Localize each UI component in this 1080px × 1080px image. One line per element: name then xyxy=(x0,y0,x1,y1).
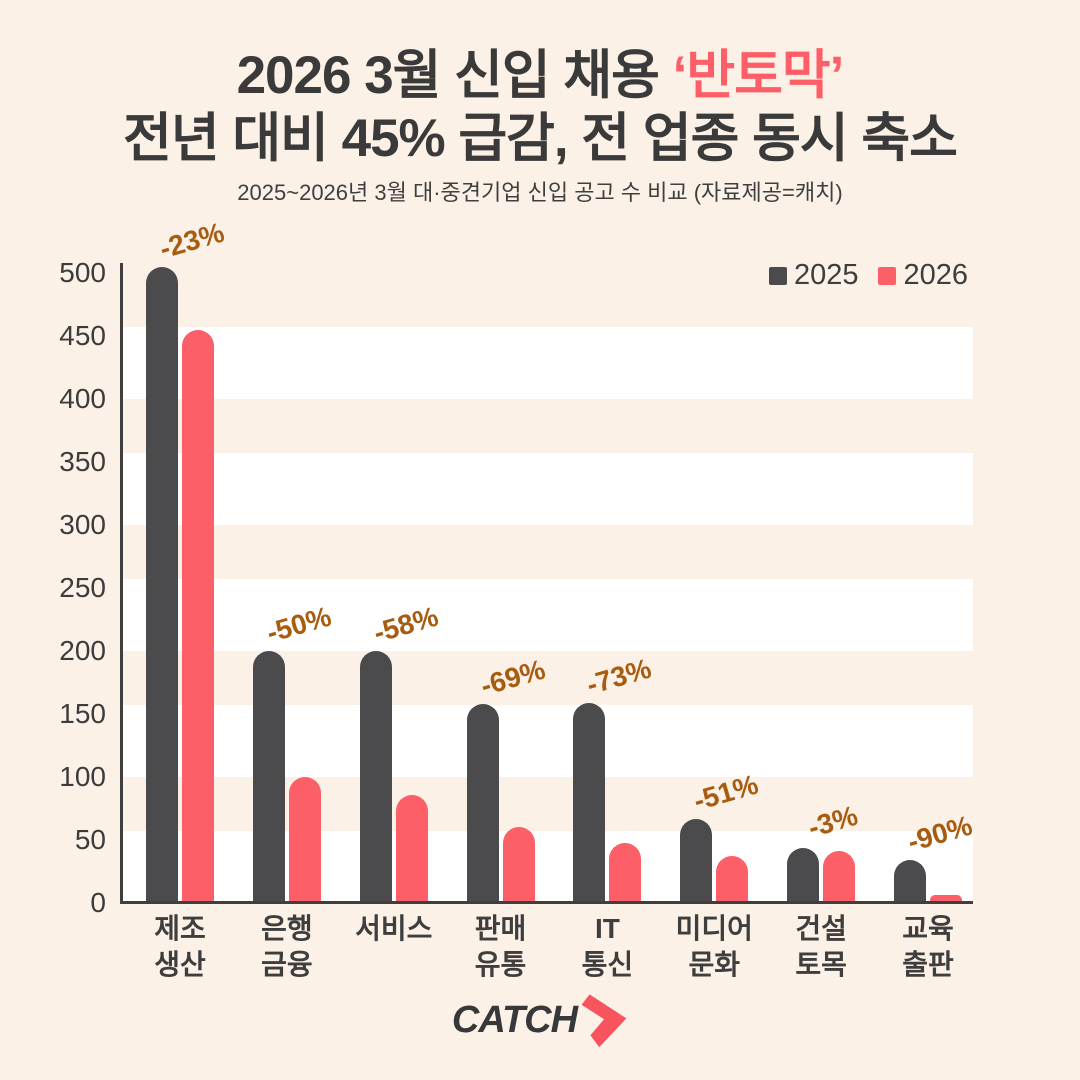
x-axis-label-cat6: 건설 토목 xyxy=(795,913,847,980)
legend-item-2026: 2026 xyxy=(878,259,968,292)
y-tick-50: 50 xyxy=(74,824,106,855)
bar-2026-cat6 xyxy=(823,851,856,903)
y-tick-450: 450 xyxy=(59,320,106,351)
bar-2026-cat0 xyxy=(182,329,214,903)
bar-2026-cat3 xyxy=(502,827,535,903)
background-stripe xyxy=(120,579,973,651)
x-axis-label-cat7: 교육 출판 xyxy=(902,913,954,980)
background-stripe xyxy=(120,453,973,525)
title-line1-prefix: 2026 3월 신입 채용 xyxy=(236,46,673,105)
bar-2025-cat1 xyxy=(252,651,285,903)
legend-swatch-2025-icon xyxy=(768,266,787,285)
bar-2026-cat7 xyxy=(929,895,962,903)
y-tick-400: 400 xyxy=(59,383,106,414)
x-axis-line xyxy=(120,901,973,904)
legend-label-2026: 2026 xyxy=(903,259,968,291)
page-title: 2026 3월 신입 채용 ‘반토막’ 전년 대비 45% 급감, 전 업종 동… xyxy=(0,44,1080,170)
y-tick-300: 300 xyxy=(59,509,106,540)
plot-area: -23% -50% -58% -69% -73% -51% -3% -90% xyxy=(120,216,976,903)
background-stripe xyxy=(120,705,973,777)
x-axis-label-cat5: 미디어 문화 xyxy=(675,913,753,980)
arrow-right-icon xyxy=(581,994,627,1048)
bar-2025-cat6 xyxy=(787,847,820,903)
y-tick-500: 500 xyxy=(59,257,106,288)
x-axis-label-cat1: 은행 금융 xyxy=(261,913,313,980)
bar-2025-cat3 xyxy=(466,703,499,903)
chart-subtitle: 2025~2026년 3월 대·중견기업 신입 공고 수 비교 (자료제공=캐치… xyxy=(237,180,843,205)
change-label-cat0: -23% xyxy=(156,216,228,265)
catch-logo-text: CATCH xyxy=(451,998,578,1041)
arrow-polygon xyxy=(581,994,627,1048)
bar-2025-cat7 xyxy=(893,860,926,903)
x-axis-label-cat0: 제조 생산 xyxy=(154,913,206,980)
y-axis-line xyxy=(120,263,123,903)
bar-2026-cat1 xyxy=(288,777,321,903)
bar-2025-cat2 xyxy=(359,651,392,903)
x-axis-label-cat2: 서비스 xyxy=(355,913,433,944)
bar-2026-cat2 xyxy=(395,794,428,903)
bar-2025-cat4 xyxy=(573,702,606,903)
title-line1: 2026 3월 신입 채용 ‘반토막’ xyxy=(0,44,1080,107)
bar-2026-cat5 xyxy=(716,856,749,903)
legend-swatch-2026-icon xyxy=(878,266,897,285)
x-axis-label-cat4: IT 통신 xyxy=(581,913,634,980)
bar-2025-cat0 xyxy=(146,266,178,903)
y-tick-100: 100 xyxy=(59,761,106,792)
y-tick-350: 350 xyxy=(59,446,106,477)
x-axis-label-cat3: 판매 유통 xyxy=(474,913,527,980)
title-highlight: ‘반토막’ xyxy=(672,46,845,105)
background-stripe xyxy=(120,327,973,399)
chart-legend: 2025 2026 xyxy=(768,259,968,292)
bar-2026-cat4 xyxy=(609,842,642,903)
y-tick-250: 250 xyxy=(59,572,106,603)
y-tick-150: 150 xyxy=(59,698,106,729)
title-line2: 전년 대비 45% 급감, 전 업종 동시 축소 xyxy=(123,109,958,168)
y-tick-0: 0 xyxy=(90,887,106,918)
legend-label-2025: 2025 xyxy=(793,259,859,291)
y-tick-200: 200 xyxy=(59,635,106,666)
catch-logo: CATCH xyxy=(0,991,1080,1049)
bar-2025-cat5 xyxy=(680,818,713,903)
change-label-cat4: -73% xyxy=(583,652,655,701)
change-label-cat3: -69% xyxy=(476,653,549,702)
legend-item-2025: 2025 xyxy=(768,259,859,292)
